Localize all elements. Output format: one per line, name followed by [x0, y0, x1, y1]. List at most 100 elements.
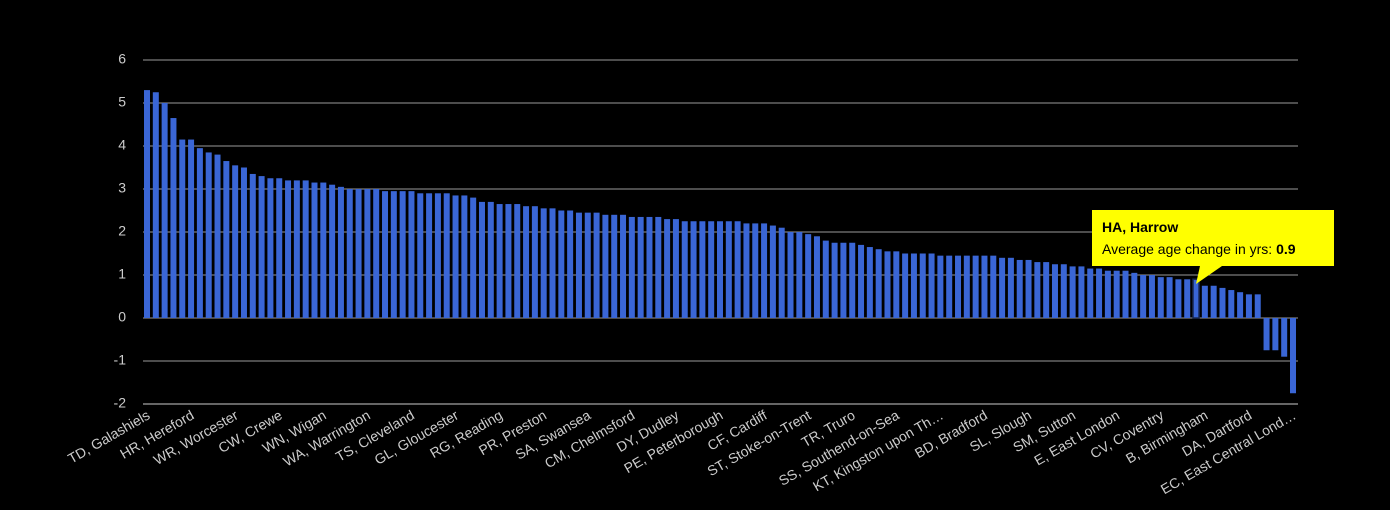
- bar: [778, 227, 785, 318]
- tooltip-label: Average age change in yrs:: [1102, 241, 1272, 257]
- y-tick-label: -2: [114, 395, 127, 411]
- bar: [664, 219, 671, 318]
- bar: [990, 255, 997, 318]
- bar: [769, 225, 776, 318]
- bar: [1184, 279, 1191, 318]
- bar: [478, 201, 485, 318]
- bar: [584, 212, 591, 318]
- bar: [1272, 318, 1279, 351]
- bar: [708, 221, 715, 318]
- bar: [611, 214, 618, 318]
- bar: [1281, 318, 1288, 357]
- tooltip-title: HA, Harrow: [1102, 219, 1178, 235]
- y-tick-label: 6: [118, 51, 126, 67]
- bar: [1201, 285, 1208, 318]
- bar: [196, 148, 203, 318]
- bar: [1245, 294, 1252, 318]
- bar: [743, 223, 750, 318]
- bar: [937, 255, 944, 318]
- bar: [672, 219, 679, 318]
- bar: [822, 240, 829, 318]
- bar: [1131, 272, 1138, 318]
- tooltip-pointer: [1196, 266, 1222, 284]
- bar: [240, 167, 247, 318]
- bar: [575, 212, 582, 318]
- bar: [161, 103, 168, 318]
- bar: [487, 201, 494, 318]
- bar: [496, 204, 503, 318]
- tooltip-line: Average age change in yrs: 0.9: [1102, 241, 1296, 257]
- bar: [972, 255, 979, 318]
- bar: [373, 189, 380, 318]
- bar: [382, 191, 389, 318]
- bar: [1016, 259, 1023, 318]
- bar: [875, 249, 882, 318]
- bar: [1263, 318, 1270, 351]
- y-tick-label: 2: [118, 223, 126, 239]
- bar: [1219, 287, 1226, 318]
- bar: [1113, 270, 1120, 318]
- bar: [540, 208, 547, 318]
- bar: [884, 251, 891, 318]
- bar: [461, 195, 468, 318]
- bar: [1210, 285, 1217, 318]
- bar: [1060, 264, 1067, 318]
- bar: [796, 232, 803, 318]
- bar: [602, 214, 609, 318]
- tooltip-box: [1092, 210, 1334, 266]
- bar: [699, 221, 706, 318]
- bar: [1166, 277, 1173, 318]
- bar: [1007, 257, 1014, 318]
- bar: [434, 193, 441, 318]
- bar: [1025, 259, 1032, 318]
- bar: [549, 208, 556, 318]
- bar: [364, 189, 371, 318]
- bar: [910, 253, 917, 318]
- bar: [805, 234, 812, 318]
- bar: [893, 251, 900, 318]
- bar: [258, 176, 265, 318]
- tooltip: HA, Harrow Average age change in yrs: 0.…: [1092, 210, 1334, 284]
- bar: [955, 255, 962, 318]
- bars: [144, 90, 1296, 394]
- bar: [946, 255, 953, 318]
- bar: [320, 182, 327, 318]
- bar: [267, 178, 274, 318]
- bar: [276, 178, 283, 318]
- bar: [558, 210, 565, 318]
- bar: [1290, 318, 1296, 394]
- bar: [902, 253, 909, 318]
- bar: [249, 173, 256, 318]
- bar: [443, 193, 450, 318]
- bar: [831, 242, 838, 318]
- bar: [637, 216, 644, 318]
- bar: [399, 191, 406, 318]
- bar: [620, 214, 627, 318]
- bar: [963, 255, 970, 318]
- bar: [346, 189, 353, 318]
- bar: [1175, 279, 1182, 318]
- bar: [1096, 268, 1103, 318]
- bar: [523, 206, 530, 318]
- bar: [188, 139, 195, 318]
- bar: [1104, 270, 1111, 318]
- y-tick-label: 3: [118, 180, 126, 196]
- bar: [390, 191, 397, 318]
- bar: [170, 118, 177, 318]
- bar: [232, 165, 239, 318]
- bar: [514, 204, 521, 318]
- bar: [681, 221, 688, 318]
- bar: [928, 253, 935, 318]
- bar: [725, 221, 732, 318]
- bar: [329, 184, 336, 318]
- bar: [452, 195, 459, 318]
- bar: [1034, 262, 1041, 318]
- bar: [1043, 262, 1050, 318]
- bar: [1087, 268, 1094, 318]
- y-tick-label: 4: [118, 137, 126, 153]
- bar: [505, 204, 512, 318]
- bar: [1069, 266, 1076, 318]
- bar: [849, 242, 856, 318]
- bar: [293, 180, 300, 318]
